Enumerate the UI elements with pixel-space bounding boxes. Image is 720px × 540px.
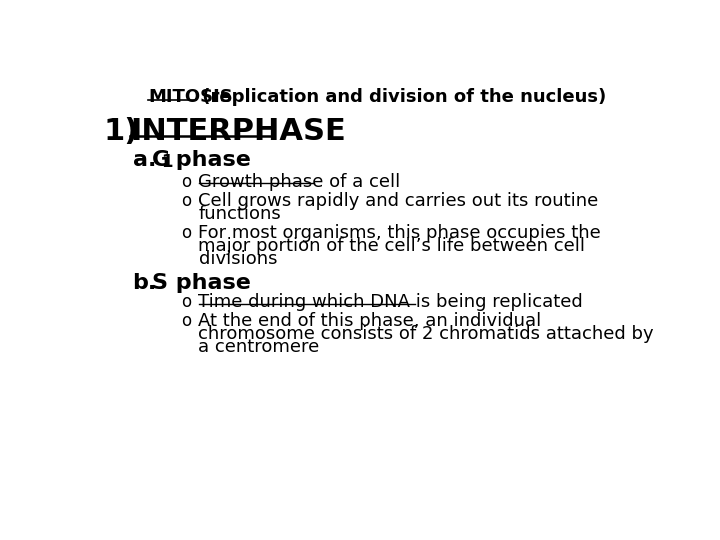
Text: o: o	[181, 293, 192, 310]
Text: o: o	[181, 192, 192, 210]
Text: divisions: divisions	[199, 251, 277, 268]
Text: For most organisms, this phase occupies the: For most organisms, this phase occupies …	[199, 224, 601, 242]
Text: INTERPHASE: INTERPHASE	[130, 117, 346, 146]
Text: 1): 1)	[104, 117, 139, 146]
Text: Cell grows rapidly and carries out its routine: Cell grows rapidly and carries out its r…	[199, 192, 599, 210]
Text: G: G	[152, 150, 170, 170]
Text: MITOSIS: MITOSIS	[148, 88, 233, 106]
Text: Time during which DNA is being replicated: Time during which DNA is being replicate…	[199, 293, 583, 310]
Text: o: o	[181, 224, 192, 242]
Text: phase: phase	[168, 150, 251, 170]
Text: chromosome consists of 2 chromatids attached by: chromosome consists of 2 chromatids atta…	[199, 325, 654, 343]
Text: o: o	[181, 173, 192, 191]
Text: a.: a.	[132, 150, 156, 170]
Text: Growth phase of a cell: Growth phase of a cell	[199, 173, 401, 191]
Text: At the end of this phase, an individual: At the end of this phase, an individual	[199, 312, 541, 330]
Text: major portion of the cell’s life between cell: major portion of the cell’s life between…	[199, 237, 585, 255]
Text: o: o	[181, 312, 192, 330]
Text: S phase: S phase	[152, 273, 251, 293]
Text: (replication and division of the nucleus): (replication and division of the nucleus…	[196, 88, 606, 106]
Text: 1: 1	[161, 153, 173, 171]
Text: functions: functions	[199, 205, 282, 223]
Text: a centromere: a centromere	[199, 338, 320, 356]
Text: b.: b.	[132, 273, 157, 293]
